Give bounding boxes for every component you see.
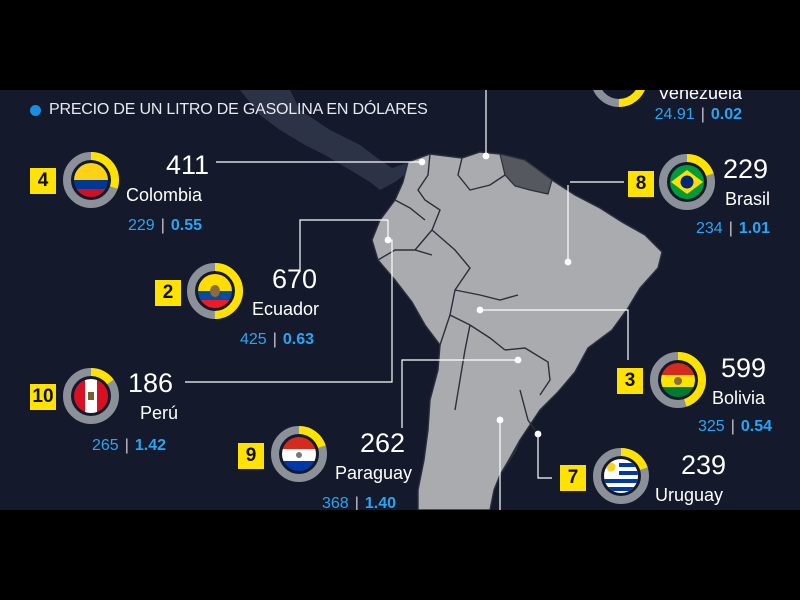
- paraguay-badge: [271, 426, 327, 482]
- ecuador-value: 670: [272, 264, 318, 294]
- brasil-rank: 8: [628, 171, 654, 197]
- ecuador-name: Ecuador: [252, 299, 320, 319]
- venezuela-stats: 24.91 | 0.02: [654, 106, 742, 123]
- colombia-value: 411: [166, 150, 210, 180]
- leader-dots: [384, 152, 572, 438]
- paraguay-value: 262: [360, 428, 406, 458]
- brasil-flag-icon: [670, 165, 704, 199]
- colombia-flag-icon: [74, 163, 108, 197]
- ecuador-stat-b: 0.63: [282, 331, 314, 348]
- venezuela-name: Venezuela: [657, 90, 742, 103]
- ecuador-flag-icon: [198, 274, 232, 308]
- ecuador-stats: 425 | 0.63: [240, 331, 314, 348]
- caribbean-shape: [335, 148, 368, 160]
- ecuador-stat-a: 425: [240, 331, 267, 348]
- ecuador-rank: 2: [155, 280, 181, 306]
- peru-value: 186: [128, 368, 174, 398]
- colombia-stat-a: 229: [128, 217, 155, 234]
- peru-name: Perú: [140, 403, 179, 423]
- colombia-stat-b: 0.55: [170, 217, 202, 234]
- paraguay-rank: 9: [238, 443, 264, 469]
- bolivia-stat-a: 325: [698, 418, 725, 435]
- colombia-rank: 4: [30, 168, 56, 194]
- south-america-map: [185, 90, 663, 510]
- uruguay-flag-icon: [604, 459, 638, 493]
- peru-stats: 265 | 1.42: [92, 437, 166, 454]
- brasil-stats: 234 | 1.01: [696, 220, 770, 237]
- bolivia-rank: 3: [617, 368, 643, 394]
- peru-flag-icon: [74, 379, 108, 413]
- country-borders: [377, 153, 551, 476]
- uruguay-badge: [593, 448, 649, 504]
- peru-stat-b: 1.42: [134, 437, 166, 454]
- bolivia-stat-b: 0.54: [740, 418, 772, 435]
- bolivia-value: 599: [721, 353, 767, 383]
- brasil-value: 229: [723, 154, 769, 184]
- brasil-stat-a: 234: [696, 220, 723, 237]
- guyanas-highlight: [499, 153, 553, 195]
- uruguay-name: Uruguay: [655, 485, 724, 505]
- brasil-badge: [659, 154, 715, 210]
- paraguay-name: Paraguay: [335, 463, 413, 483]
- legend-text: PRECIO DE UN LITRO DE GASOLINA EN DÓLARE…: [49, 101, 428, 118]
- venezuela-badge: [591, 90, 647, 107]
- colombia-name: Colombia: [126, 185, 203, 205]
- central-america-shape: [240, 90, 410, 190]
- peru-rank: 10: [30, 384, 56, 410]
- legend-dot: [30, 104, 41, 116]
- uruguay-rank: 7: [560, 465, 586, 491]
- paraguay-stats: 368 | 1.40: [322, 495, 396, 511]
- colombia-stats: 229 | 0.55: [128, 217, 202, 234]
- venezuela-stat-b: 0.02: [710, 106, 742, 123]
- bolivia-flag-icon: [661, 363, 695, 397]
- ecuador-badge: [187, 263, 243, 319]
- bolivia-stats: 325 | 0.54: [698, 418, 772, 435]
- uruguay-value: 239: [681, 450, 727, 480]
- infographic: PRECIO DE UN LITRO DE GASOLINA EN DÓLARE…: [0, 90, 800, 510]
- peru-badge: [63, 368, 119, 424]
- brasil-stat-b: 1.01: [738, 220, 770, 237]
- colombia-badge: [63, 152, 119, 208]
- paraguay-stat-b: 1.40: [364, 495, 396, 511]
- brasil-name: Brasil: [724, 189, 770, 209]
- peru-stat-a: 265: [92, 437, 119, 454]
- paraguay-flag-icon: [282, 437, 316, 471]
- bolivia-name: Bolivia: [712, 388, 766, 408]
- bolivia-badge: [650, 352, 706, 408]
- paraguay-stat-a: 368: [322, 495, 349, 511]
- venezuela-stat-a: 24.91: [654, 106, 695, 123]
- legend: PRECIO DE UN LITRO DE GASOLINA EN DÓLARE…: [30, 101, 428, 119]
